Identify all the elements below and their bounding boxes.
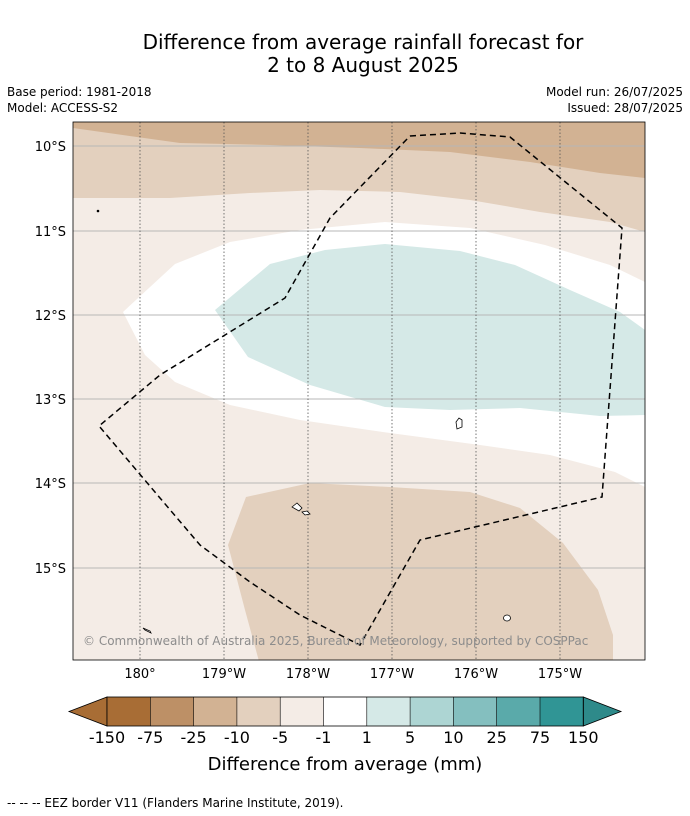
- lat-label: 13°S: [35, 393, 66, 408]
- lon-label: 177°W: [370, 667, 414, 682]
- title-line-1: Difference from average rainfall forecas…: [142, 30, 584, 54]
- lon-label: 178°W: [286, 667, 330, 682]
- colorbar-tick: 150: [568, 728, 599, 747]
- copyright-text: © Commonwealth of Australia 2025, Bureau…: [83, 634, 588, 648]
- rainfall-map: © Commonwealth of Australia 2025, Bureau…: [73, 122, 645, 660]
- colorbar-tick: 25: [487, 728, 507, 747]
- meta-right: Model run: 26/07/2025 Issued: 28/07/2025: [546, 84, 683, 116]
- chart-title: Difference from average rainfall forecas…: [0, 31, 690, 77]
- colorbar-tick: -1: [316, 728, 332, 747]
- colorbar: -150 -75 -25 -10 -5 -1 1 5 10 25 75 150 …: [67, 696, 623, 775]
- colorbar-tick: -150: [89, 728, 125, 747]
- colorbar-tick: -10: [224, 728, 250, 747]
- model-name: Model: ACCESS-S2: [7, 101, 119, 115]
- zone-wet-light: [215, 244, 645, 416]
- latitude-labels: 10°S 11°S 12°S 13°S 14°S 15°S: [35, 140, 66, 577]
- lat-label: 10°S: [35, 140, 66, 155]
- lon-label: 179°W: [202, 667, 246, 682]
- longitude-labels: 180° 179°W 178°W 177°W 176°W 175°W: [124, 667, 582, 682]
- map-frame: [72, 121, 646, 661]
- meta-left: Base period: 1981-2018 Model: ACCESS-S2: [7, 84, 152, 116]
- title-line-2: 2 to 8 August 2025: [267, 53, 459, 77]
- colorbar-swatch: [323, 697, 367, 726]
- colorbar-tick: -25: [181, 728, 207, 747]
- islands: [96, 209, 511, 634]
- colorbar-tick: -5: [272, 728, 288, 747]
- eez-footnote: -- -- -- EEZ border V11 (Flanders Marine…: [7, 796, 344, 810]
- eez-border: [97, 132, 623, 646]
- lon-label: 180°: [124, 667, 155, 682]
- model-run: Model run: 26/07/2025: [545, 85, 683, 99]
- colorbar-swatch: [150, 697, 194, 726]
- colorbar-swatch: [236, 697, 281, 726]
- island-south: [503, 614, 511, 622]
- zone-dry-mid-south: [228, 483, 613, 660]
- colorbar-swatch: [280, 697, 324, 726]
- lat-label: 14°S: [35, 477, 66, 492]
- colorbar-tick: 1: [362, 728, 372, 747]
- colorbar-frame: [106, 696, 584, 727]
- colorbar-extend-high: [582, 696, 623, 727]
- island-southwest: [142, 627, 152, 634]
- island-west-1: [291, 502, 303, 512]
- gridlines: [73, 122, 645, 660]
- lat-label: 12°S: [35, 309, 66, 324]
- colorbar-swatch: [496, 697, 540, 726]
- lon-label: 175°W: [538, 667, 582, 682]
- colorbar-extend-low: [67, 696, 108, 727]
- base-period: Base period: 1981-2018: [7, 85, 152, 99]
- colorbar-swatch: [410, 697, 454, 726]
- colorbar-tick: 10: [443, 728, 463, 747]
- colorbar-swatch: [107, 697, 151, 726]
- island-west-2: [301, 510, 311, 516]
- issued-date: Issued: 28/07/2025: [567, 101, 683, 115]
- lon-label: 176°W: [454, 667, 498, 682]
- colorbar-tick: 75: [530, 728, 550, 747]
- island-northwest: [96, 209, 100, 213]
- colorbar-swatch: [366, 697, 411, 726]
- island-east: [455, 417, 463, 430]
- colorbar-swatch: [453, 697, 497, 726]
- colorbar-dividers: [150, 697, 541, 726]
- colorbar-swatch: [540, 697, 584, 726]
- lat-label: 15°S: [35, 562, 66, 577]
- colorbar-tick: 5: [405, 728, 415, 747]
- lat-label: 11°S: [35, 225, 66, 240]
- colorbar-tick: -75: [137, 728, 163, 747]
- colorbar-label: Difference from average (mm): [208, 754, 483, 775]
- colorbar-swatch: [193, 697, 237, 726]
- colorbar-ticks: -150 -75 -25 -10 -5 -1 1 5 10 25 75 150: [89, 728, 599, 747]
